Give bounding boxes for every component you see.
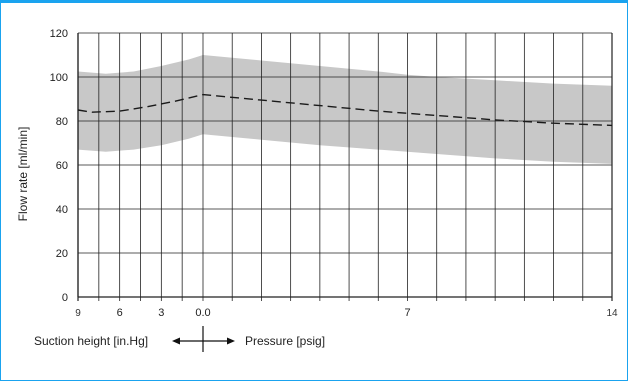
direction-arrow-icon (172, 326, 235, 352)
flow-rate-series-line (77, 93, 613, 127)
x-axis-label-pressure: Pressure [psig] (245, 334, 325, 348)
x-tick-label: 14 (606, 308, 618, 319)
x-tick-label: 7 (404, 307, 410, 319)
x-tick-label: 0.0 (195, 307, 210, 319)
y-tick-label: 40 (56, 204, 68, 216)
tolerance-band (78, 55, 612, 164)
x-tick-label: 3 (158, 307, 164, 319)
y-tick-label: 0 (62, 292, 68, 304)
y-tick-label: 100 (50, 72, 68, 84)
x-tick-label: 6 (117, 307, 123, 319)
y-axis-label: Flow rate [ml/min] (16, 127, 30, 222)
y-tick-label: 80 (56, 116, 68, 128)
x-tick-label: 9 (75, 308, 81, 319)
y-tick-label: 20 (56, 248, 68, 260)
x-axis-label-suction: Suction height [in.Hg] (34, 334, 148, 348)
y-tick-label: 60 (56, 160, 68, 172)
y-tick-label: 120 (50, 28, 68, 40)
